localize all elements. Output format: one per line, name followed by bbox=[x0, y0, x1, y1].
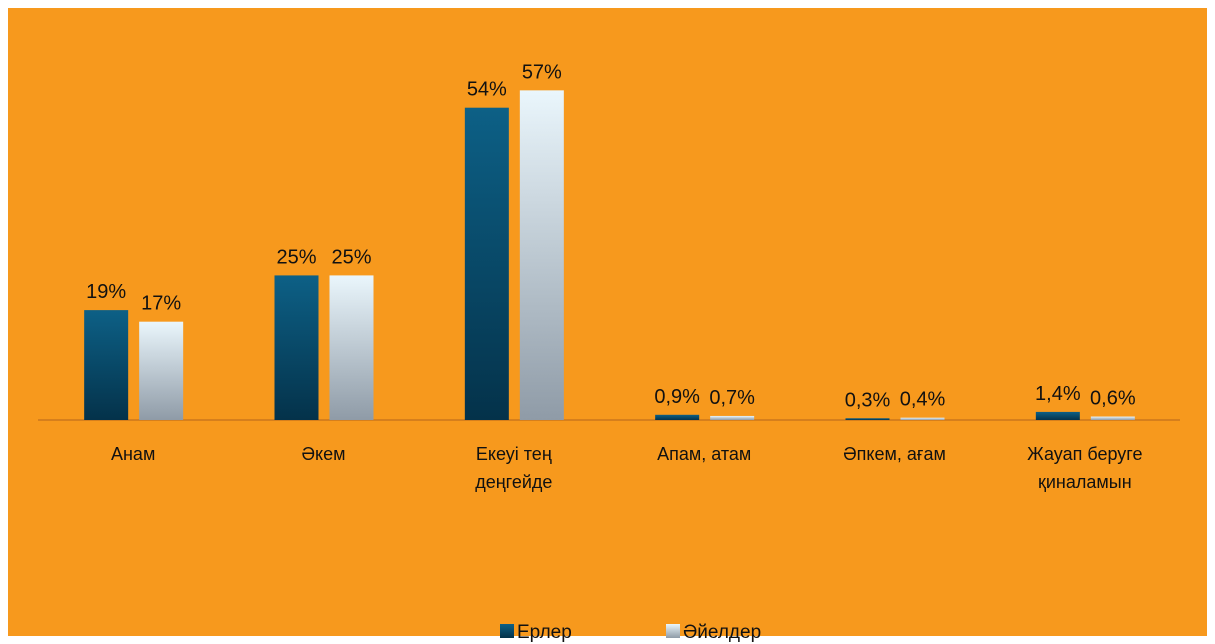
chart-background bbox=[8, 8, 1207, 636]
value-label: 0,6% bbox=[1090, 388, 1136, 410]
bar bbox=[139, 321, 184, 420]
bar bbox=[1035, 411, 1080, 420]
legend-label: Ерлер bbox=[517, 622, 572, 643]
bar bbox=[329, 275, 374, 420]
legend-swatch bbox=[500, 624, 514, 638]
value-label: 0,7% bbox=[709, 387, 755, 409]
x-tick-label: Әпкем, ағам bbox=[843, 444, 946, 464]
value-label: 17% bbox=[141, 293, 181, 315]
value-label: 57% bbox=[522, 61, 562, 83]
bar bbox=[845, 418, 890, 420]
bar bbox=[274, 275, 319, 420]
value-label: 0,3% bbox=[845, 389, 891, 411]
legend-swatch bbox=[666, 624, 680, 638]
bar bbox=[519, 90, 564, 420]
bar bbox=[464, 107, 509, 420]
x-tick-label: Әкем bbox=[301, 444, 346, 464]
x-tick-label: Анам bbox=[110, 444, 156, 464]
x-tick-label: Екеуі тең деңгейде bbox=[475, 444, 553, 492]
x-tick-label: Апам, атам bbox=[657, 444, 752, 464]
bar bbox=[710, 415, 755, 420]
legend-label: Әйелдер bbox=[683, 622, 761, 643]
value-label: 0,4% bbox=[900, 389, 946, 411]
bar bbox=[900, 417, 945, 420]
value-label: 19% bbox=[86, 281, 126, 303]
value-label: 25% bbox=[276, 246, 316, 268]
value-label: 1,4% bbox=[1035, 383, 1081, 405]
value-label: 54% bbox=[467, 79, 507, 101]
value-label: 25% bbox=[331, 246, 371, 268]
bar bbox=[655, 414, 700, 420]
x-tick-label: Жауап беруге қиналамын bbox=[1027, 444, 1143, 492]
bar bbox=[1090, 416, 1135, 420]
bar bbox=[84, 310, 129, 420]
value-label: 0,9% bbox=[654, 386, 700, 408]
